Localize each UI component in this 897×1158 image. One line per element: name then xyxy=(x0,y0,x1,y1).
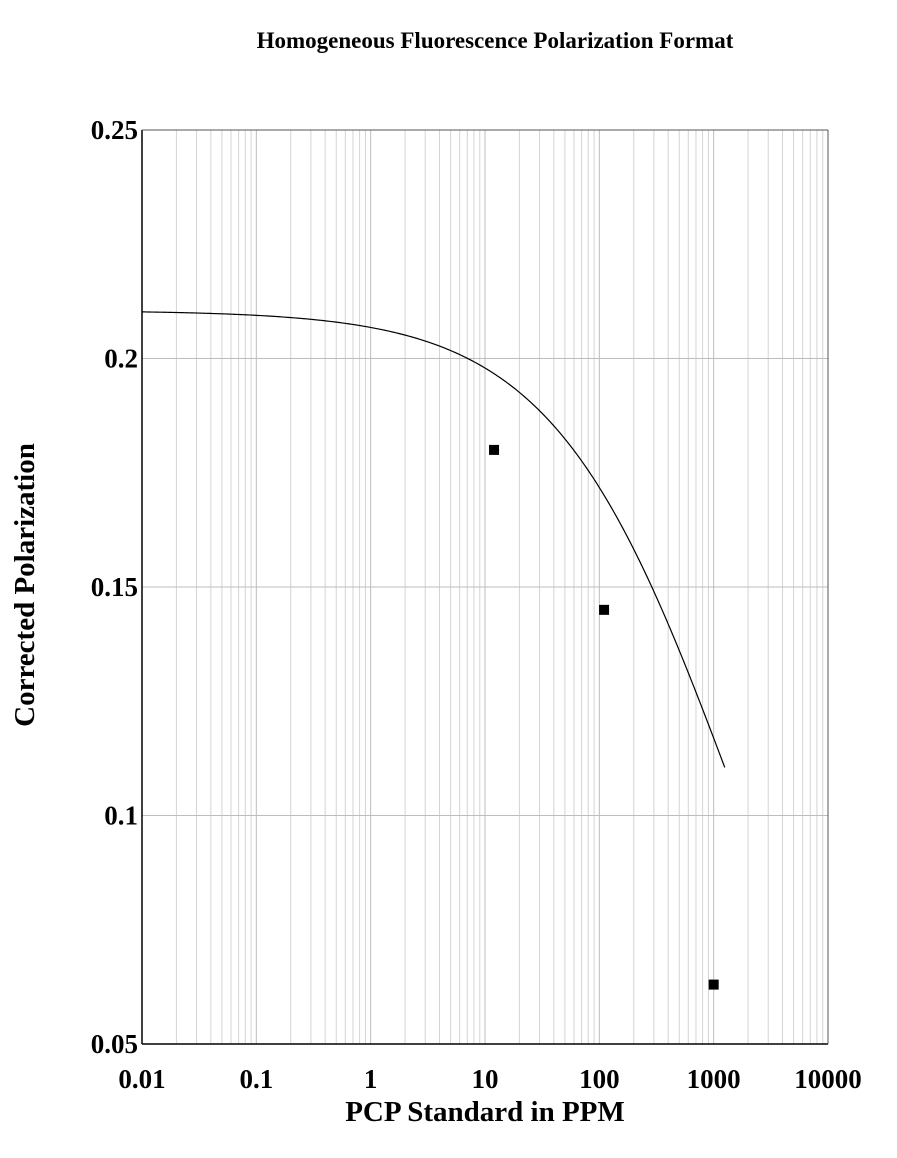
y-tick-label: 0.05 xyxy=(91,1029,138,1059)
y-tick-labels: 0.05 0.1 0.15 0.2 0.25 xyxy=(91,115,138,1059)
y-tick-label: 0.2 xyxy=(104,344,138,374)
x-tick-labels: 0.01 0.1 1 10 100 1000 10000 xyxy=(118,1064,861,1094)
data-point xyxy=(489,444,500,455)
x-tick-label: 0.01 xyxy=(118,1064,165,1094)
x-axis-label: PCP Standard in PPM xyxy=(345,1096,625,1128)
x-tick-label: 100 xyxy=(579,1064,620,1094)
data-point xyxy=(708,979,719,990)
y-axis-label: Corrected Polarization xyxy=(9,443,41,727)
x-tick-label: 1000 xyxy=(687,1064,741,1094)
grid xyxy=(141,129,829,1045)
data-points xyxy=(489,444,719,990)
x-tick-label: 10000 xyxy=(794,1064,862,1094)
fit-curve xyxy=(141,311,726,768)
x-tick-label: 0.1 xyxy=(239,1064,273,1094)
y-tick-label: 0.1 xyxy=(104,801,138,831)
chart-title: Homogeneous Fluorescence Polarization Fo… xyxy=(257,28,734,53)
data-point xyxy=(599,604,610,615)
y-tick-label: 0.15 xyxy=(91,572,138,602)
x-tick-label: 1 xyxy=(364,1064,378,1094)
x-tick-label: 10 xyxy=(472,1064,499,1094)
axes xyxy=(141,129,829,1045)
y-tick-label: 0.25 xyxy=(91,115,138,145)
